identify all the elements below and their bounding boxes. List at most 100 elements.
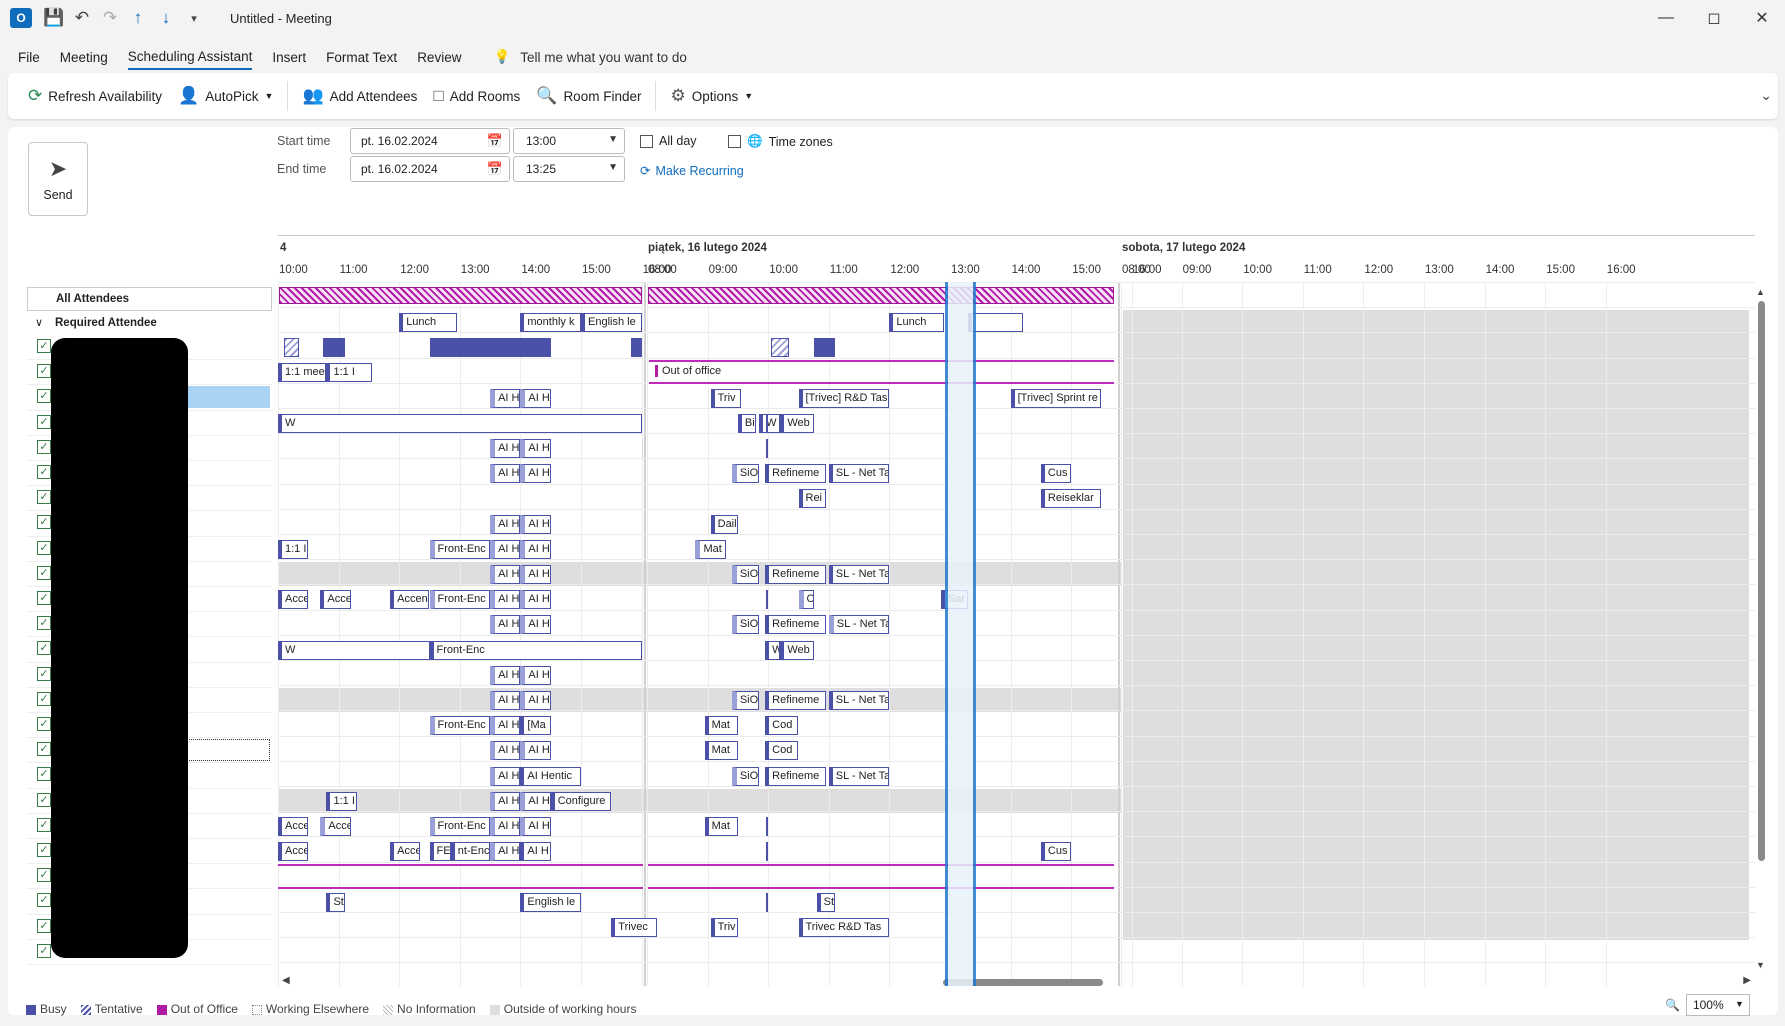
legend: Busy Tentative Out of Office Working Els… (26, 995, 636, 1023)
day-header: 4 (280, 242, 287, 254)
attendee-checkbox[interactable]: ✓ (37, 843, 51, 857)
legend-tentative: Tentative (80, 1002, 143, 1016)
scroll-right-icon[interactable]: ▶ (1743, 975, 1751, 986)
required-attendee-group[interactable]: ∨ Required Attendee (27, 313, 272, 335)
close-button[interactable]: ✕ (1755, 10, 1769, 27)
attendee-checkbox[interactable]: ✓ (37, 893, 51, 908)
row-gridline (278, 786, 1755, 787)
menu-insert[interactable]: Insert (272, 49, 307, 65)
busy-block: AI Hentic (520, 766, 581, 786)
autopick-button[interactable]: 👤 AutoPick ▼ (170, 80, 281, 112)
busy-block: 1:1 I (278, 539, 309, 559)
hour-gridline (338, 282, 340, 986)
menu-file[interactable]: File (18, 49, 40, 65)
attendee-checkbox[interactable]: ✓ (37, 565, 51, 580)
arrow-up-icon[interactable]: ↑ (133, 8, 143, 27)
save-icon[interactable]: 💾 (43, 8, 65, 27)
busy-block: Web (780, 640, 814, 660)
customize-toolbar-icon[interactable]: ▾ (191, 12, 197, 25)
attendee-checkbox[interactable]: ✓ (37, 792, 51, 807)
hour-label: 16:00 (1606, 264, 1636, 276)
chevron-down-icon[interactable]: ∨ (35, 317, 44, 329)
attendee-checkbox[interactable]: ✓ (37, 465, 51, 479)
options-button[interactable]: ⚙ Options ▼ (662, 80, 761, 112)
time-zones-checkbox[interactable]: 🌐 Time zones (728, 134, 833, 149)
attendee-checkbox[interactable]: ✓ (37, 540, 51, 555)
calendar-icon[interactable]: 📅 (486, 161, 503, 176)
minimize-button[interactable]: — (1658, 9, 1674, 26)
hour-label: 13:00 (951, 264, 980, 276)
busy-block: Accen (390, 590, 430, 610)
attendee-checkbox[interactable]: ✓ (37, 691, 51, 706)
chevron-down-icon[interactable]: ▼ (1735, 999, 1744, 1009)
start-date-field[interactable]: pt. 16.02.2024 📅 (350, 128, 510, 154)
busy-block: Front-Enc (429, 590, 491, 610)
busy-block: SiO (731, 766, 760, 786)
busy-block: SL - Net Ta (828, 615, 890, 635)
hour-label: 10:00 (1243, 264, 1272, 276)
hour-label: 15:00 (1072, 264, 1101, 276)
attendee-checkbox[interactable]: ✓ (37, 767, 51, 782)
maximize-button[interactable]: ◻ (1707, 10, 1721, 27)
attendee-checkbox[interactable]: ✓ (37, 742, 51, 757)
attendee-checkbox[interactable]: ✓ (37, 490, 51, 505)
attendee-checkbox[interactable]: ✓ (37, 666, 51, 681)
tell-me-search[interactable]: 💡 Tell me what you want to do (493, 49, 686, 65)
ribbon-expand-icon[interactable]: ⌄ (1760, 87, 1772, 103)
hour-gridline (641, 282, 643, 986)
busy-block: Mat (704, 817, 738, 836)
horizontal-scroll-thumb[interactable] (943, 979, 1103, 986)
menu-meeting[interactable]: Meeting (59, 49, 108, 65)
attendee-row[interactable]: ✓ (27, 940, 272, 965)
chevron-down-icon[interactable]: ▼ (608, 162, 618, 173)
attendee-checkbox[interactable]: ✓ (37, 868, 51, 883)
make-recurring-button[interactable]: ⟳ Make Recurring (640, 163, 744, 179)
busy-block: Cod (765, 741, 799, 761)
hour-gridline (581, 282, 582, 986)
end-time-field[interactable]: 13:25 ▼ (513, 156, 625, 182)
scroll-down-icon[interactable]: ▼ (1756, 960, 1765, 970)
zoom-select[interactable]: 100% ▼ (1685, 994, 1750, 1016)
arrow-down-icon[interactable]: ↓ (161, 8, 171, 27)
attendee-checkbox[interactable]: ✓ (37, 817, 51, 832)
start-time-field[interactable]: 13:00 ▼ (513, 128, 625, 154)
refresh-availability-button[interactable]: ⟳ Refresh Availability (20, 80, 170, 112)
busy-block: Triv (710, 917, 738, 937)
send-button[interactable]: ➤ Send (28, 142, 88, 216)
all-day-checkbox[interactable]: All day (640, 134, 697, 148)
calendar-icon[interactable]: 📅 (486, 133, 503, 148)
scroll-left-icon[interactable]: ◀ (282, 975, 290, 986)
attendee-checkbox[interactable]: ✓ (37, 717, 51, 731)
vertical-scrollbar[interactable]: ▲ ▼ (1754, 287, 1768, 970)
row-gridline (278, 760, 1755, 762)
attendee-checkbox[interactable]: ✓ (37, 641, 51, 656)
busy-block: Trivec R&D Tas (798, 917, 890, 937)
undo-icon[interactable]: ↶ (74, 8, 90, 27)
scroll-up-icon[interactable]: ▲ (1756, 287, 1765, 297)
end-date-field[interactable]: pt. 16.02.2024 📅 (350, 156, 510, 182)
attendee-checkbox[interactable]: ✓ (37, 389, 51, 404)
busy-block: AI H (490, 388, 521, 408)
vertical-scroll-thumb[interactable] (1758, 301, 1765, 861)
attendee-checkbox[interactable]: ✓ (37, 439, 51, 454)
attendee-checkbox[interactable]: ✓ (37, 591, 51, 605)
redo-icon[interactable]: ↷ (102, 8, 118, 27)
menu-scheduling-assistant[interactable]: Scheduling Assistant (127, 45, 253, 70)
busy-block: 1:1 mee (278, 363, 327, 383)
add-rooms-button[interactable]: □ Add Rooms (425, 80, 528, 112)
menu-review[interactable]: Review (417, 49, 462, 65)
attendee-checkbox[interactable]: ✓ (37, 414, 51, 429)
attendee-checkbox[interactable]: ✓ (37, 616, 51, 631)
horizontal-scrollbar[interactable]: ◀ ▶ (278, 975, 1755, 989)
chevron-down-icon[interactable]: ▼ (608, 134, 618, 145)
attendee-checkbox[interactable]: ✓ (37, 364, 51, 379)
attendee-checkbox[interactable]: ✓ (37, 918, 51, 933)
busy-block: Lunch (889, 313, 944, 332)
menu-format-text[interactable]: Format Text (326, 49, 398, 65)
attendee-checkbox[interactable]: ✓ (37, 943, 51, 958)
attendee-checkbox[interactable]: ✓ (37, 515, 51, 530)
add-attendees-button[interactable]: 👥 Add Attendees (294, 80, 425, 112)
zoom-icon: 🔍 (1665, 998, 1680, 1012)
room-finder-button[interactable]: 🔍 Room Finder (528, 80, 649, 112)
attendee-checkbox[interactable]: ✓ (37, 339, 51, 353)
